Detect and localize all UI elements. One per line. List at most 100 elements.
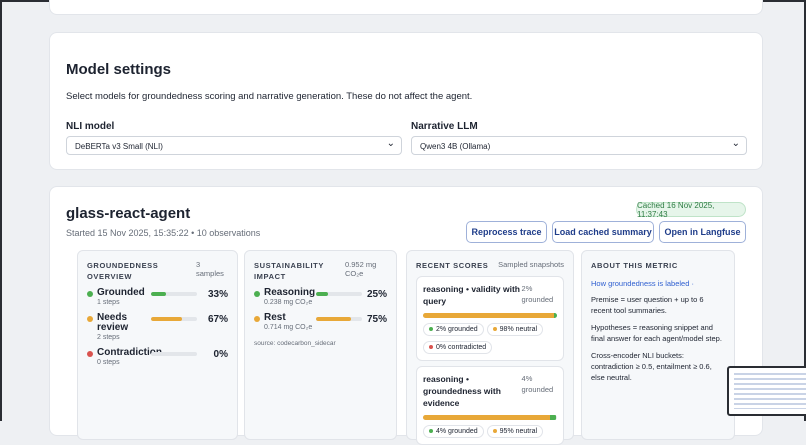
status-dot [254,316,260,322]
langfuse-button[interactable]: Open in Langfuse [659,221,746,243]
narrative-select[interactable]: Qwen3 4B (Ollama) [411,136,747,155]
chip-text: 95% neutral [499,427,538,435]
chip-text: 0% contradicted [436,343,487,351]
bar-track [316,292,362,296]
metric-sub: 2 steps [97,334,120,341]
chip-dot [429,345,433,349]
metric-name: Grounded [97,287,145,298]
bar-fill [316,317,351,321]
metric-sub: 0.714 mg CO₂e [264,324,313,331]
score-head: reasoning • groundedness with evidence 4%… [423,373,557,409]
metric-label: Contradiction 0 steps [97,347,162,367]
score-value: 2% grounded [521,284,554,304]
metric-row: Rest 0.714 mg CO₂e 75% [254,313,387,332]
score-bar [423,415,557,420]
chip-text: 4% grounded [436,427,478,435]
chip-dot [492,429,497,433]
chip-dot [429,327,433,331]
metric-row: Contradiction 0 steps 0% [87,348,228,367]
about-text: Hypotheses = reasoning snippet and final… [591,323,722,343]
minimap [727,366,806,416]
metric-label: Grounded 1 steps [97,288,151,307]
metric-label: Needs review 2 steps [97,313,151,342]
nli-label: NLI model [66,121,115,132]
about-text: Premise = user question + up to 6 recent… [591,295,704,315]
metric-name: Contradiction [97,347,162,358]
chip: 4% grounded [423,424,484,438]
metric-name: Reasoning [264,287,316,298]
score-title: reasoning • validity with query [423,284,520,306]
bar-track [151,317,197,321]
metric-percent: 0% [213,349,228,360]
metric-name: Rest [264,312,286,323]
minimap-content [734,373,806,409]
chips: 4% grounded 95% neutral [423,420,557,438]
score-value: 4% grounded [521,374,554,394]
bar-fill [316,292,328,296]
score-bar [423,313,557,318]
total-emissions: 0.952 mg CO₂e [345,260,377,278]
score-item: reasoning • validity with query 2% ground… [416,276,564,361]
settings-title: Model settings [66,61,172,78]
metric-sub: 1 steps [97,299,120,306]
status-dot [87,291,93,297]
bar-track [316,317,362,321]
chip: 98% neutral [486,322,544,336]
score-segment [423,313,555,318]
status-dot [87,351,93,357]
panel-title: RECENT SCORES [416,261,489,270]
chip: 0% contradicted [423,340,493,354]
panel-title: ABOUT THIS METRIC [591,261,678,270]
metric-sub: 0 steps [97,359,120,366]
metric-sub: 0.238 mg CO₂e [264,299,313,306]
bar-fill [151,292,167,296]
page: Model settings Select models for grounde… [0,0,806,421]
source-note: source: codecarbon_sidecar [254,340,336,347]
settings-card: Model settings Select models for grounde… [49,32,763,170]
load-cached-button[interactable]: Load cached summary [552,221,654,243]
help-link[interactable]: How groundedness is labeled · [591,279,694,288]
about-text: Cross-encoder NLI buckets: contradiction… [591,351,712,382]
chip-dot [492,327,497,331]
nli-select[interactable]: DeBERTa v3 Small (NLI) [66,136,402,155]
cached-badge: Cached 16 Nov 2025, 11:37:43 [636,201,746,219]
top-card [49,0,763,15]
metric-label: Rest 0.714 mg CO₂e [264,313,316,332]
about-panel: ABOUT THIS METRIC How groundedness is la… [581,250,735,440]
chip-dot [429,429,433,433]
metric-row: Grounded 1 steps 33% [87,288,228,307]
chip: 95% neutral [486,424,544,438]
metric-row: Needs review 2 steps 67% [87,313,228,342]
metric-percent: 25% [366,289,387,300]
reprocess-button[interactable]: Reprocess trace [466,221,547,243]
score-item: reasoning • groundedness with evidence 4%… [416,366,564,445]
score-head: reasoning • validity with query 2% ground… [423,283,557,307]
groundedness-panel: GROUNDEDNESS OVERVIEW 3 samples Grounded 1… [77,250,238,440]
status-dot [87,316,93,322]
metric-row: Reasoning 0.238 mg CO₂e 25% [254,288,387,307]
metric-percent: 75% [366,314,387,325]
chip: 2% grounded [423,322,484,336]
recent-scores-panel: RECENT SCORES Sampled snapshots reasoning… [406,250,574,445]
chip-text: 2% grounded [436,325,478,333]
agent-started: Started 15 Nov 2025, 15:35:22 • 10 obser… [66,228,261,238]
agent-name: glass-react-agent [66,205,191,222]
bar-track [151,292,197,296]
bar-track [151,352,197,356]
panel-title: GROUNDEDNESS OVERVIEW [87,261,159,281]
metric-percent: 33% [207,289,228,300]
metric-label: Reasoning 0.238 mg CO₂e [264,288,316,307]
narrative-label: Narrative LLM [411,121,478,132]
metric-percent: 67% [207,314,228,325]
samples: 3 samples [196,260,224,278]
note: Sampled snapshots [498,260,564,269]
link-text[interactable]: How groundedness is labeled [591,279,690,288]
panel-title: SUSTAINABILITY IMPACT [254,261,324,281]
bar-fill [151,317,182,321]
metric-name: Needs review [97,312,129,333]
score-segment [554,313,557,318]
chips: 2% grounded 98% neutral 0% contradicted [423,318,557,354]
score-title: reasoning • groundedness with evidence [423,374,501,408]
score-segment [550,415,556,420]
score-segment [423,415,551,420]
